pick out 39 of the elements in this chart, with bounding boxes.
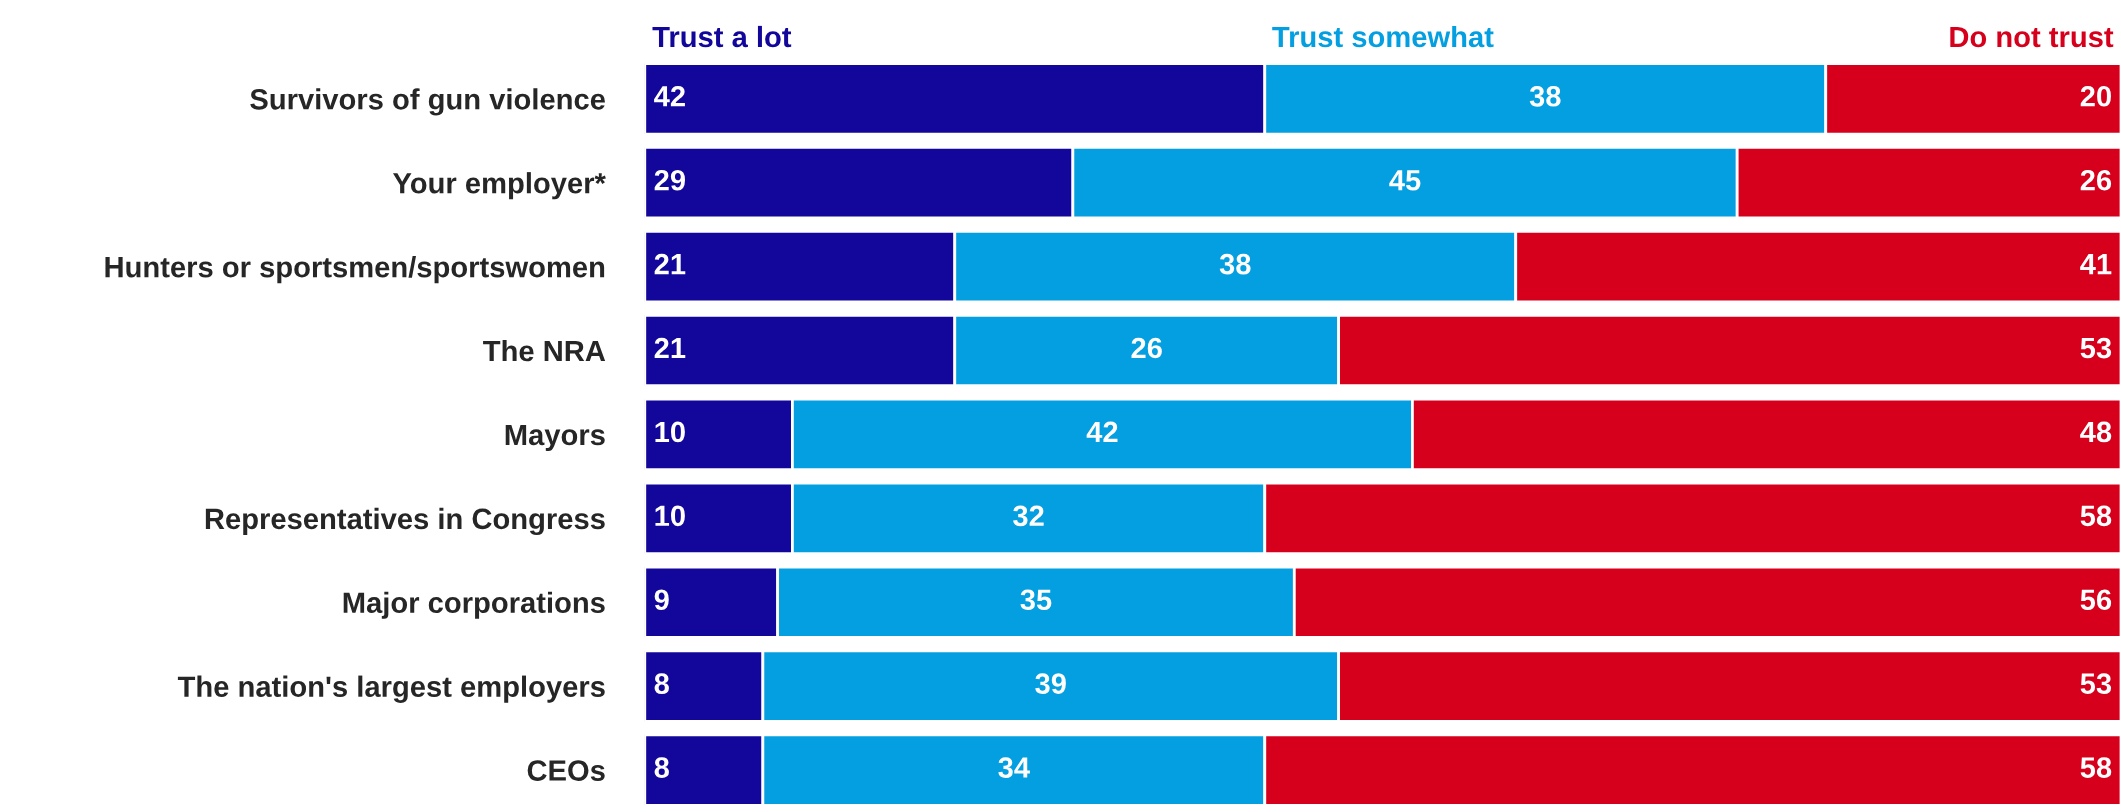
data-label: 56	[2080, 589, 2112, 611]
data-label: 29	[654, 169, 685, 191]
y-tick-label: Major corporations	[343, 591, 605, 619]
data-label: 26	[2080, 169, 2112, 191]
data-label: 58	[2080, 505, 2112, 527]
y-tick-label: The nation's largest employers	[177, 675, 605, 703]
data-label: 42	[654, 85, 685, 107]
data-label: 34	[998, 757, 1030, 778]
y-tick-label: Hunters or sportsmen/sportswomen	[105, 256, 605, 284]
data-label: 38	[1529, 85, 1561, 107]
data-label: 48	[2080, 421, 2112, 443]
data-label: 53	[2080, 673, 2112, 695]
y-tick-label: Mayors	[505, 424, 605, 452]
data-label: 21	[654, 337, 686, 359]
data-label: 38	[1219, 253, 1251, 275]
data-label: 41	[2080, 254, 2112, 275]
series-label: Do not trust	[1950, 26, 2114, 48]
data-label: 42	[1086, 421, 1118, 442]
series-label: Trust somewhat	[1272, 25, 1494, 48]
data-label: 20	[2080, 85, 2111, 107]
data-label: 53	[2080, 337, 2112, 359]
data-label: 21	[654, 253, 686, 275]
data-label: 39	[1035, 673, 1066, 695]
series-label: Trust a lot	[652, 25, 792, 48]
data-label: 26	[1131, 337, 1162, 359]
y-tick-label: Representatives in Congress	[205, 507, 605, 536]
y-tick-label: The NRA	[483, 339, 606, 362]
data-label: 8	[654, 757, 669, 778]
data-label: 32	[1013, 505, 1044, 527]
data-label: 8	[654, 673, 669, 694]
y-tick-label: Your employer*	[392, 172, 606, 200]
data-label: 9	[654, 589, 669, 611]
y-tick-label: Survivors of gun violence	[250, 88, 605, 116]
data-label: 45	[1389, 170, 1421, 191]
data-label: 35	[1020, 589, 1052, 611]
data-label: 10	[655, 505, 685, 527]
y-tick-label: CEOs	[527, 760, 605, 781]
data-label: 58	[2080, 757, 2112, 778]
data-label: 10	[655, 421, 685, 443]
